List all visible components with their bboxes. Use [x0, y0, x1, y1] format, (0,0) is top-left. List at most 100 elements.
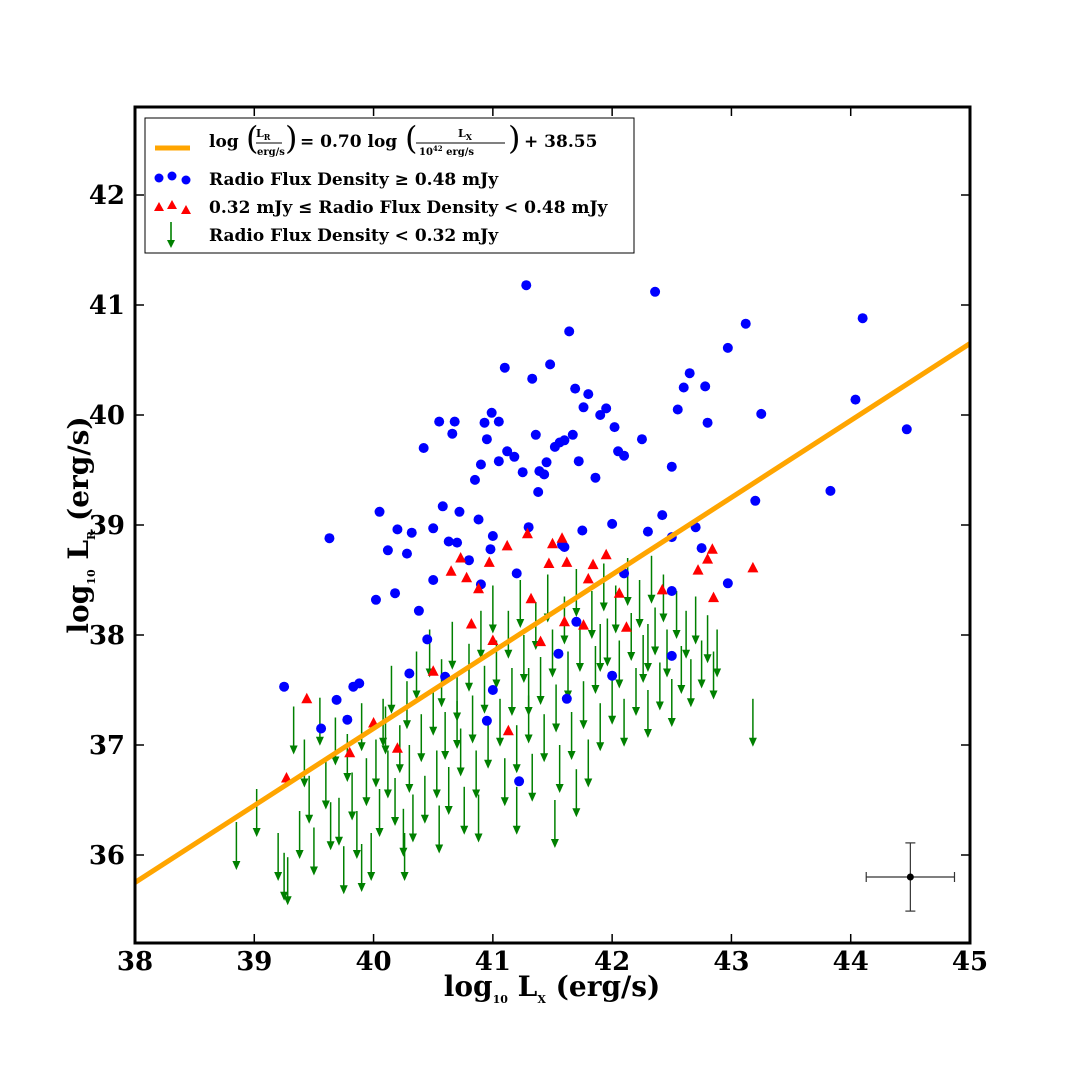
upper-limit-head: [512, 825, 521, 835]
upper-limit-head: [507, 707, 516, 716]
detected-point: [514, 776, 525, 787]
detected-point: [493, 456, 504, 467]
upper-limit-arrow: [691, 596, 700, 645]
upper-limit-head: [591, 685, 600, 694]
detected-point: [595, 410, 606, 420]
upper-limit-head: [512, 764, 521, 774]
upper-limit-arrow: [507, 668, 516, 716]
marginal-point: [582, 572, 594, 584]
detected-point: [702, 417, 713, 428]
upper-limit-head: [524, 734, 533, 744]
upper-limit-head: [326, 841, 335, 851]
upper-limit-head: [476, 649, 485, 659]
upper-limit-arrow: [420, 775, 429, 824]
detected-point: [619, 450, 630, 461]
marginal-point: [521, 527, 533, 539]
legend-marker-marginal: [154, 200, 191, 214]
detected-point: [700, 381, 711, 392]
marginal-point: [578, 619, 590, 630]
detected-point: [481, 715, 492, 726]
detected-point: [521, 280, 532, 291]
upper-limit-head: [643, 663, 652, 672]
detected-point: [666, 461, 677, 472]
detected-point: [517, 467, 528, 478]
upper-limit-head: [552, 723, 561, 733]
upper-limit-head: [408, 833, 417, 843]
legend: log ( LR erg/s ) = 0.70 log ( LX 1042 er…: [144, 117, 635, 254]
detected-point: [607, 670, 618, 681]
upper-limit-arrow: [274, 833, 283, 881]
svg-text:1042 erg/s: 1042 erg/s: [419, 144, 474, 158]
upper-limit-head: [309, 866, 318, 876]
upper-limit-head: [348, 811, 357, 821]
y-tick-label: 37: [89, 731, 125, 761]
marginal-point: [706, 543, 718, 554]
detected-point: [390, 588, 401, 599]
upper-limit-arrow: [480, 665, 489, 714]
detected-point: [473, 514, 484, 525]
upper-limit-head: [663, 668, 672, 678]
x-axis-ticks: 38 39 40 41 42 43 44 45: [117, 107, 988, 977]
upper-limit-arrow: [289, 706, 298, 755]
upper-limit-arrow: [252, 789, 261, 837]
upper-limit-arrow: [334, 797, 343, 846]
upper-limit-head: [381, 745, 390, 755]
x-tick-label: 42: [594, 947, 630, 977]
upper-limit-arrow: [709, 651, 718, 700]
upper-limit-head: [474, 833, 483, 843]
upper-limit-arrow: [309, 827, 318, 876]
detected-point: [530, 429, 541, 440]
marginal-point: [502, 724, 514, 736]
marginal-point: [702, 553, 714, 564]
upper-limit-arrow: [564, 651, 573, 700]
upper-limit-arrow: [381, 706, 390, 755]
detected-point: [561, 693, 572, 704]
upper-limit-arrow: [402, 681, 411, 730]
upper-limit-head: [448, 660, 457, 670]
error-bar-center-point: [906, 873, 914, 881]
upper-limit-head: [456, 767, 465, 777]
upper-limit-head: [352, 850, 361, 859]
marginal-point: [613, 587, 625, 598]
upper-limit-head: [357, 883, 366, 892]
detected-point: [493, 416, 504, 427]
upper-limit-arrow: [280, 852, 289, 901]
upper-limit-arrow: [456, 728, 465, 777]
detected-point: [601, 403, 612, 414]
svg-text:): ): [508, 119, 520, 157]
upper-limit-arrow: [596, 624, 605, 672]
upper-limit-arrow: [391, 778, 400, 826]
detected-point: [523, 522, 534, 533]
upper-limit-head: [295, 850, 304, 859]
upper-limit-head: [596, 742, 605, 752]
upper-limit-arrow: [435, 805, 444, 854]
y-tick-label: 39: [89, 511, 125, 541]
upper-limit-head: [429, 726, 438, 736]
fit-line-layer: [135, 341, 970, 885]
upper-limit-head: [321, 800, 330, 810]
upper-limit-arrow: [667, 679, 676, 727]
upper-limit-arrow: [326, 802, 335, 851]
detected-point: [722, 342, 733, 353]
legend-label-marginal: 0.32 mJy ≤ Radio Flux Density < 0.48 mJy: [209, 198, 609, 218]
upper-limit-head: [402, 720, 411, 730]
detected-point: [657, 510, 668, 521]
upper-limit-head: [252, 828, 261, 837]
upper-limit-arrow: [362, 758, 371, 807]
upper-limit-arrow: [575, 624, 584, 672]
upper-limit-arrow: [677, 646, 686, 694]
upper-limit-arrow: [432, 750, 441, 799]
svg-text:(: (: [405, 119, 417, 157]
upper-limit-head: [375, 828, 384, 837]
upper-limit-head: [465, 682, 473, 692]
upper-limit-arrow: [686, 659, 695, 708]
x-tick-label: 45: [952, 947, 988, 977]
svg-text:erg/s: erg/s: [257, 147, 285, 158]
upper-limit-head: [437, 698, 446, 708]
upper-limit-arrow: [603, 618, 612, 667]
upper-limit-head: [691, 635, 700, 645]
upper-limit-arrow: [441, 712, 450, 760]
detected-point: [545, 359, 556, 370]
upper-limit-head: [651, 646, 660, 656]
upper-limit-arrow: [400, 833, 409, 881]
